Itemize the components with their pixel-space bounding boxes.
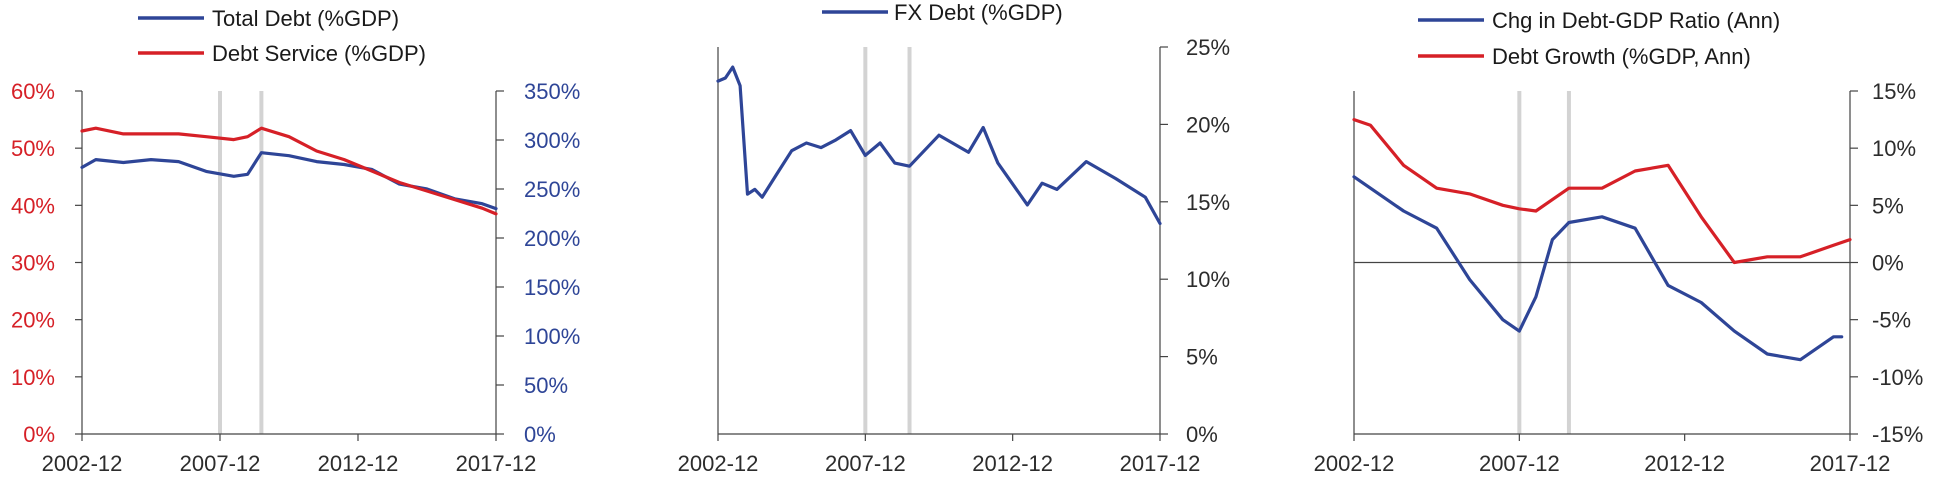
x-tick-label: 2007-12 — [825, 451, 906, 476]
x-tick-label: 2017-12 — [1810, 451, 1891, 476]
y-tick-label-left: 20% — [11, 308, 55, 333]
y-tick-label-left: 40% — [11, 193, 55, 218]
y-tick-label-left: 60% — [11, 79, 55, 104]
y-tick-label-right: 250% — [524, 177, 580, 202]
y-tick-label-right: -15% — [1872, 422, 1923, 447]
y-tick-label-left: 10% — [11, 365, 55, 390]
y-tick-label-right: -5% — [1872, 308, 1911, 333]
y-tick-label-right: 10% — [1186, 267, 1230, 292]
legend-label: Debt Growth (%GDP, Ann) — [1492, 44, 1751, 69]
y-tick-label-right: 300% — [524, 128, 580, 153]
y-tick-label-right: 5% — [1186, 345, 1218, 370]
y-tick-label-right: 15% — [1186, 190, 1230, 215]
series-line — [80, 126, 498, 216]
y-tick-label-left: 0% — [23, 422, 55, 447]
x-tick-label: 2017-12 — [1120, 451, 1201, 476]
x-tick-label: 2007-12 — [1479, 451, 1560, 476]
y-tick-label-right: 0% — [1872, 251, 1904, 276]
chart-2: FX Debt (%GDP) 2002-12 2007-12 2012-12 2017-… — [678, 0, 1230, 476]
x-tick-label: 2012-12 — [1644, 451, 1725, 476]
y-tick-label-left: 50% — [11, 136, 55, 161]
y-tick-label-right: 200% — [524, 226, 580, 251]
chart-3: Chg in Debt-GDP Ratio (Ann) Debt Growth (… — [1314, 8, 1924, 476]
x-tick-label: 2002-12 — [678, 451, 759, 476]
y-tick-label-right: 350% — [524, 79, 580, 104]
y-tick-label-right: 150% — [524, 275, 580, 300]
legend-label: Chg in Debt-GDP Ratio (Ann) — [1492, 8, 1780, 33]
chart-1: Total Debt (%GDP) Debt Service (%GDP) 2002… — [11, 6, 580, 476]
legend-label: FX Debt (%GDP) — [894, 0, 1063, 25]
legend-label: Total Debt (%GDP) — [212, 6, 399, 31]
x-tick-label: 2002-12 — [42, 451, 123, 476]
x-tick-label: 2007-12 — [180, 451, 261, 476]
y-tick-label-right: 20% — [1186, 112, 1230, 137]
y-tick-label-right: -10% — [1872, 365, 1923, 390]
legend-label: Debt Service (%GDP) — [212, 41, 426, 66]
series-line — [716, 65, 1162, 226]
y-tick-label-right: 0% — [1186, 422, 1218, 447]
x-tick-label: 2012-12 — [972, 451, 1053, 476]
y-tick-label-right: 15% — [1872, 79, 1916, 104]
y-tick-label-right: 0% — [524, 422, 556, 447]
y-tick-label-right: 50% — [524, 373, 568, 398]
y-tick-label-right: 10% — [1872, 136, 1916, 161]
x-tick-label: 2012-12 — [318, 451, 399, 476]
series-line — [80, 151, 498, 211]
y-tick-label-right: 100% — [524, 324, 580, 349]
y-tick-label-left: 30% — [11, 251, 55, 276]
y-tick-label-right: 25% — [1186, 35, 1230, 60]
x-tick-label: 2017-12 — [456, 451, 537, 476]
x-tick-label: 2002-12 — [1314, 451, 1395, 476]
y-tick-label-right: 5% — [1872, 193, 1904, 218]
series-line — [1352, 117, 1852, 265]
series-line — [1352, 175, 1844, 362]
